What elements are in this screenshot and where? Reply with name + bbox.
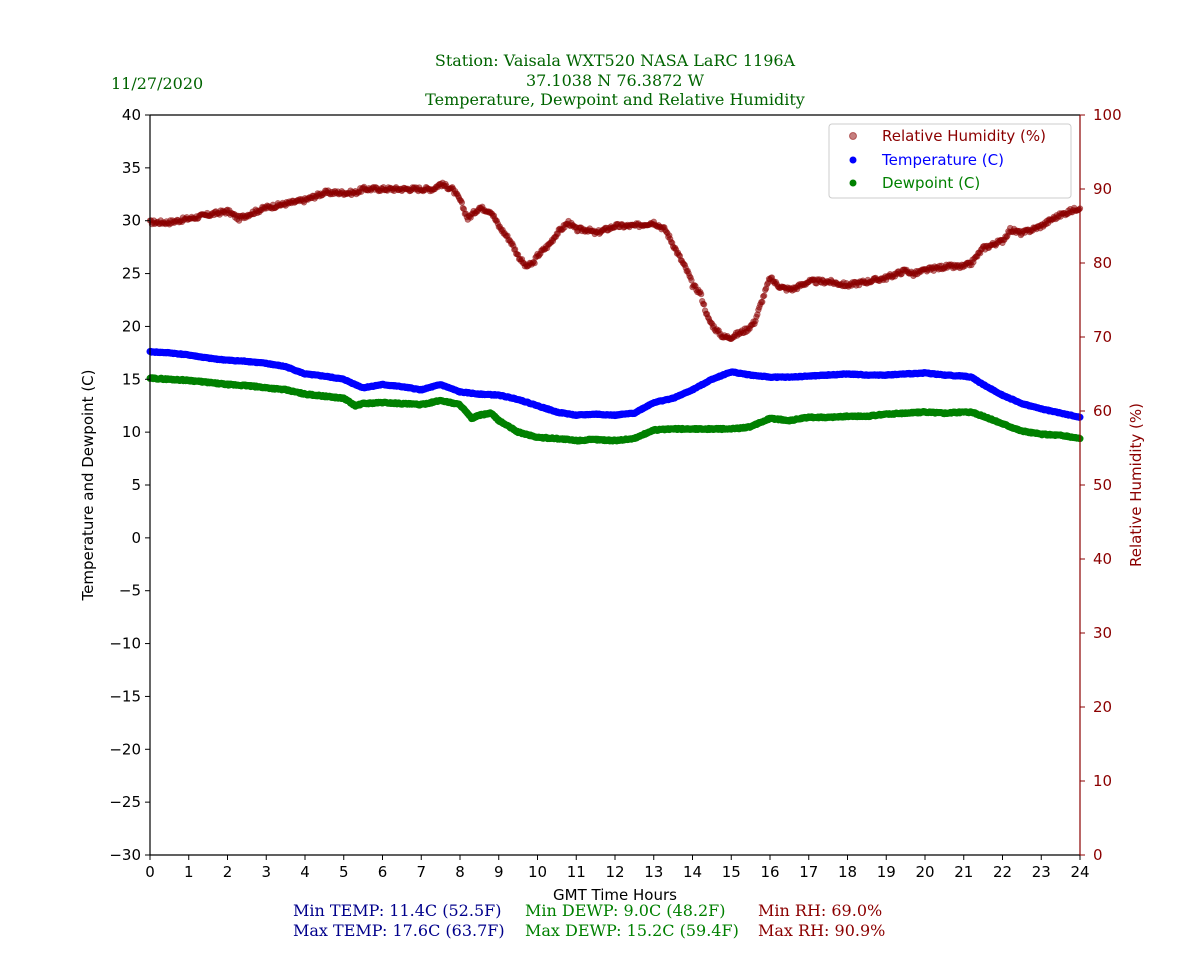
x-tick-label: 1 (184, 863, 194, 881)
x-tick-label: 23 (1032, 863, 1051, 881)
y2-tick-label: 10 (1093, 772, 1112, 790)
legend-temperature-marker (849, 156, 857, 164)
y-tick-label: −15 (109, 687, 141, 705)
humidity-point (531, 260, 538, 267)
x-tick-label: 4 (300, 863, 310, 881)
station-coordinates: 37.1038 N 76.3872 W (526, 71, 705, 90)
humidity-point (688, 277, 695, 284)
x-tick-label: 5 (339, 863, 349, 881)
x-tick-label: 2 (223, 863, 233, 881)
y-tick-label: −25 (109, 793, 141, 811)
y2-tick-label: 50 (1093, 476, 1112, 494)
x-tick-label: 13 (644, 863, 663, 881)
y2-tick-label: 80 (1093, 254, 1112, 272)
x-tick-label: 0 (145, 863, 155, 881)
y2-tick-label: 0 (1093, 846, 1103, 864)
x-tick-label: 20 (915, 863, 934, 881)
y2-tick-label: 30 (1093, 624, 1112, 642)
legend-humidity-marker (849, 132, 857, 140)
y-tick-label: −5 (119, 582, 141, 600)
x-axis-ticks: 0 1 2 3 4 5 6 7 8 9 10 11 12 13 14 15 16 17 18 19 20 21 22 23 24 (145, 855, 1090, 881)
x-tick-label: 24 (1070, 863, 1089, 881)
min-temp-stat: Min TEMP: 11.4C (52.5F) (293, 901, 502, 920)
humidity-point (458, 199, 466, 206)
min-rh-stat: Min RH: 69.0% (758, 901, 883, 920)
x-tick-label: 22 (993, 863, 1012, 881)
x-tick-label: 21 (954, 863, 973, 881)
y2-tick-label: 60 (1093, 402, 1112, 420)
x-tick-label: 3 (261, 863, 271, 881)
y-tick-label: −20 (109, 740, 141, 758)
y-tick-label: 15 (122, 370, 141, 388)
y-axis-label: Temperature and Dewpoint (C) (79, 369, 97, 601)
y-tick-label: 0 (131, 529, 141, 547)
x-tick-label: 19 (877, 863, 896, 881)
humidity-point (759, 298, 766, 306)
legend-temperature-label: Temperature (C) (881, 151, 1004, 169)
station-title: Station: Vaisala WXT520 NASA LaRC 1196A (435, 51, 796, 70)
humidity-point (698, 291, 705, 298)
x-tick-label: 11 (567, 863, 586, 881)
y-tick-label: 30 (122, 212, 141, 230)
temperature-stats: Min TEMP: 11.4C (52.5F) Max TEMP: 17.6C … (293, 901, 505, 941)
y2-axis-label: Relative Humidity (%) (1127, 403, 1145, 567)
max-dewp-stat: Max DEWP: 15.2C (59.4F) (525, 921, 739, 940)
y2-tick-label: 70 (1093, 328, 1112, 346)
chart-title: Temperature, Dewpoint and Relative Humid… (425, 90, 805, 109)
y-tick-label: −10 (109, 635, 141, 653)
y-tick-label: 10 (122, 423, 141, 441)
max-temp-stat: Max TEMP: 17.6C (63.7F) (293, 921, 505, 940)
y-tick-label: 40 (122, 106, 141, 124)
max-rh-stat: Max RH: 90.9% (758, 921, 886, 940)
x-tick-label: 10 (528, 863, 547, 881)
x-tick-label: 8 (455, 863, 465, 881)
humidity-point (700, 301, 708, 308)
y-tick-label: 5 (131, 476, 141, 494)
x-tick-label: 16 (760, 863, 779, 881)
x-tick-label: 12 (605, 863, 624, 881)
min-dewp-stat: Min DEWP: 9.0C (48.2F) (525, 901, 726, 920)
y2-tick-label: 100 (1093, 106, 1122, 124)
legend-dewpoint-marker (849, 179, 857, 187)
x-tick-label: 14 (683, 863, 702, 881)
dewpoint-series (146, 374, 1084, 445)
x-tick-label: 9 (494, 863, 504, 881)
y2-axis-ticks: 0 10 20 30 40 50 60 70 80 90 100 (1080, 106, 1122, 864)
x-tick-label: 15 (722, 863, 741, 881)
y-tick-label: 25 (122, 265, 141, 283)
legend-humidity-label: Relative Humidity (%) (882, 127, 1046, 145)
x-tick-label: 18 (838, 863, 857, 881)
humidity-stats: Min RH: 69.0% Max RH: 90.9% (758, 901, 885, 941)
humidity-series (146, 179, 1084, 343)
legend-dewpoint-label: Dewpoint (C) (882, 174, 980, 192)
y2-tick-label: 20 (1093, 698, 1112, 716)
y-axis-ticks: −30 −25 −20 −15 −10 −5 0 5 10 15 20 25 30 35 40 (109, 106, 150, 864)
dewpoint-stats: Min DEWP: 9.0C (48.2F) Max DEWP: 15.2C (… (525, 901, 739, 941)
x-tick-label: 7 (416, 863, 426, 881)
y-tick-label: 20 (122, 317, 141, 335)
x-tick-label: 6 (378, 863, 388, 881)
humidity-point (761, 292, 768, 299)
y2-tick-label: 40 (1093, 550, 1112, 568)
legend: Relative Humidity (%) Temperature (C) De… (828, 123, 1072, 199)
y-tick-label: 35 (122, 159, 141, 177)
x-tick-label: 17 (799, 863, 818, 881)
observation-date: 11/27/2020 (111, 74, 203, 93)
y-tick-label: −30 (109, 846, 141, 864)
y2-tick-label: 90 (1093, 180, 1112, 198)
